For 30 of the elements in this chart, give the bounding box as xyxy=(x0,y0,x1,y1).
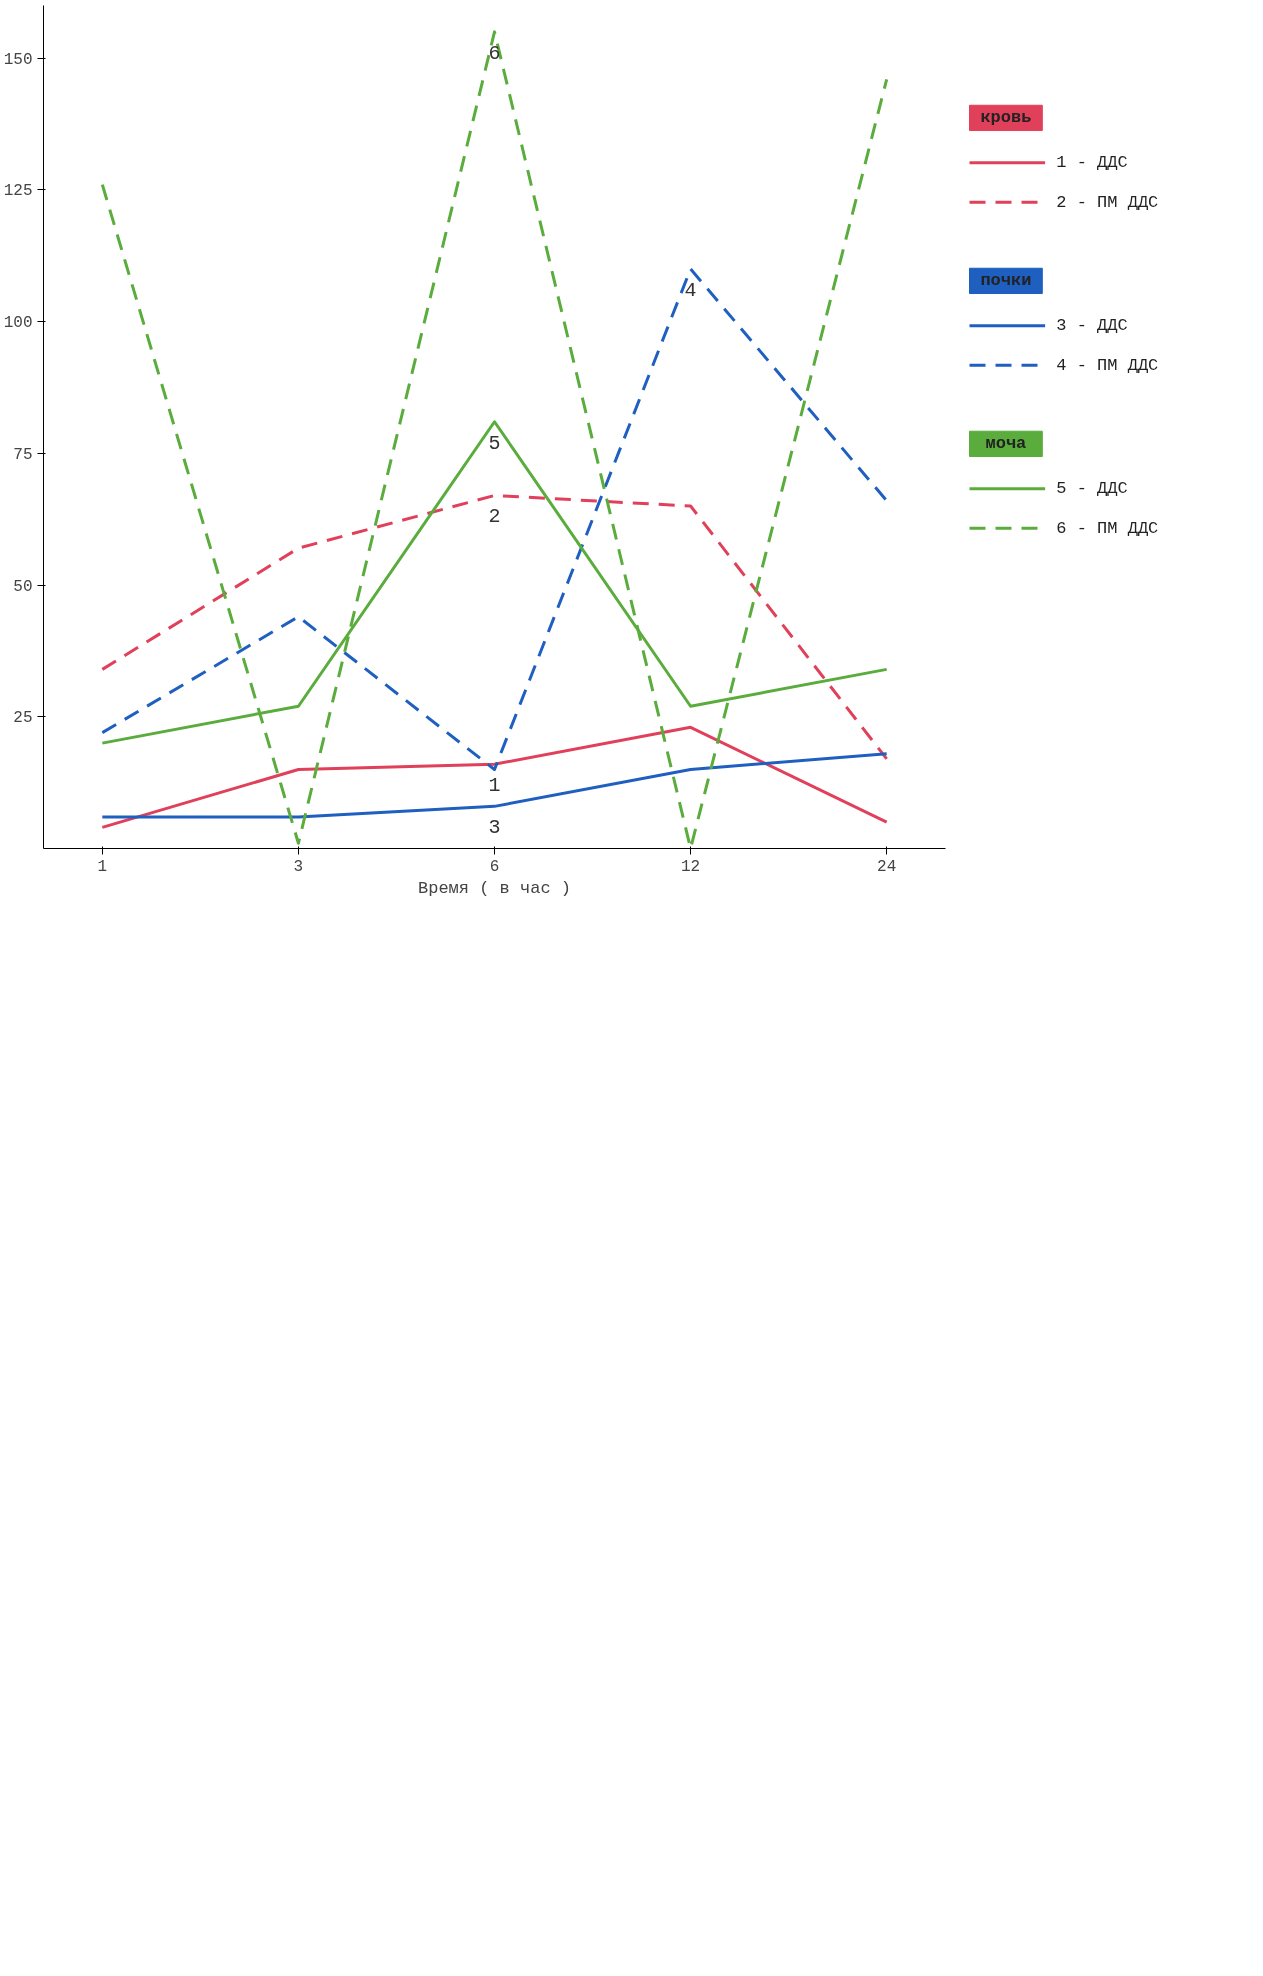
line-series xyxy=(100,267,889,771)
x-tick-label: 24 xyxy=(877,857,897,876)
legend-label: 3 - ДДС xyxy=(1056,316,1128,336)
y-tick-label: 75 xyxy=(13,445,33,464)
legend-label: 1 - ДДС xyxy=(1056,153,1128,173)
line-series xyxy=(100,752,889,819)
legend-label: 4 - ПМ ДДС xyxy=(1056,355,1159,375)
annotation: 6 xyxy=(488,41,501,65)
legend-label: 6 - ПМ ДДС xyxy=(1056,518,1159,538)
text: кровь xyxy=(980,108,1032,128)
y-tick-label: 100 xyxy=(3,314,33,333)
annotation: 3 xyxy=(488,816,501,840)
annotation: 5 xyxy=(488,431,501,455)
y-tick-label: 125 xyxy=(3,182,33,201)
text: моча xyxy=(985,434,1027,454)
legend-label: 5 - ДДС xyxy=(1056,479,1128,499)
x-tick-label: 6 xyxy=(489,857,500,876)
text: почки xyxy=(980,271,1032,291)
x-tick-label: 1 xyxy=(97,857,108,876)
annotation: 1 xyxy=(488,774,501,798)
x-tick-label: 12 xyxy=(680,857,701,876)
y-tick-label: 150 xyxy=(3,50,33,69)
y-tick-label: 25 xyxy=(13,709,33,728)
legend-label: 2 - ПМ ДДС xyxy=(1056,192,1159,212)
y-tick-label: 50 xyxy=(13,577,33,596)
x-axis-title: Время ( в час ) xyxy=(417,878,572,898)
x-tick-label: 3 xyxy=(293,857,304,876)
line-series xyxy=(100,493,889,761)
annotation: 4 xyxy=(684,278,697,302)
annotation: 2 xyxy=(488,505,501,529)
